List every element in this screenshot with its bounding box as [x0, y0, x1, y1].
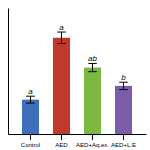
- chart: a a ab b Control AED AED+Aq.ex.AED+L.E: [0, 0, 150, 150]
- bar: [53, 38, 70, 134]
- x-axis: Control AED AED+Aq.ex.AED+L.E: [9, 134, 147, 148]
- x-tick: AED: [55, 134, 68, 148]
- x-tick-mark: [61, 134, 62, 140]
- error-bar: [26, 96, 35, 103]
- error-bar-cap: [88, 71, 97, 72]
- x-tick-label: Control: [21, 142, 40, 148]
- y-axis-line: [8, 9, 9, 135]
- x-tick-mark: [123, 134, 124, 140]
- error-bar-cap: [57, 43, 66, 44]
- plot: a a ab b Control AED AED+Aq.ex.AED+L.E: [9, 9, 147, 149]
- error-bar-line: [92, 63, 93, 71]
- error-bar-cap: [119, 89, 128, 90]
- error-bar-line: [30, 96, 31, 103]
- x-tick: Control: [21, 134, 40, 148]
- y-axis: [8, 9, 9, 135]
- x-tick: AED+Aq.ex.: [76, 134, 109, 148]
- x-tick-mark: [92, 134, 93, 140]
- annotation: ab: [88, 54, 97, 63]
- bar: [115, 86, 132, 134]
- x-axis-line: [9, 134, 147, 135]
- bar: [22, 100, 39, 134]
- error-bar-line: [123, 82, 124, 89]
- error-bar: [119, 82, 128, 89]
- x-tick-label: AED+Aq.ex.: [76, 142, 109, 148]
- bars: [22, 32, 132, 134]
- annotation: b: [121, 73, 126, 82]
- x-tick-label: AED: [55, 142, 68, 148]
- annotation: a: [59, 23, 64, 32]
- annotations: a a ab b: [28, 23, 126, 96]
- bar: [84, 68, 101, 134]
- x-tick-mark: [30, 134, 31, 140]
- x-tick-label: AED+L.E: [111, 142, 136, 148]
- error-bar-line: [61, 32, 62, 43]
- error-bar: [88, 63, 97, 71]
- x-tick: AED+L.E: [111, 134, 136, 148]
- error-bar: [57, 32, 66, 43]
- error-bar-cap: [26, 103, 35, 104]
- annotation: a: [28, 87, 33, 96]
